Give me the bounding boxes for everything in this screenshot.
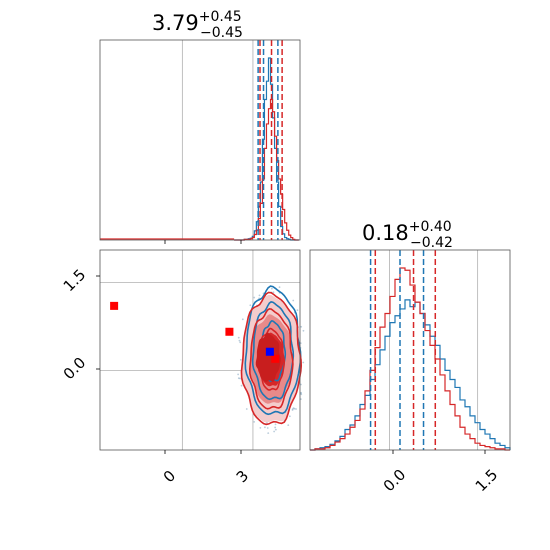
contour-series_a-0 bbox=[244, 285, 302, 416]
scatter-sample-point bbox=[299, 398, 302, 401]
hist2-xticklabel-0: 0.0 bbox=[380, 466, 410, 496]
scatter-sample-point bbox=[274, 423, 277, 426]
param1-title-minus: −0.45 bbox=[200, 25, 243, 41]
scatter-sample-point bbox=[238, 339, 241, 342]
param2-title-minus: −0.42 bbox=[410, 235, 453, 251]
joint-contour-panel bbox=[99, 249, 305, 451]
param1-histogram-frame bbox=[99, 39, 301, 241]
scatter-sample-point bbox=[241, 318, 244, 321]
scatter-sample-point bbox=[253, 421, 256, 423]
joint-contour-frame bbox=[99, 249, 301, 451]
contour-series_b-4 bbox=[248, 307, 294, 410]
scatter-xticklabel-3: 3 bbox=[233, 467, 252, 486]
hist2-series-a bbox=[310, 299, 511, 451]
scatter-sample-point bbox=[239, 358, 242, 361]
scatter-sample-point bbox=[274, 426, 277, 429]
scatter-sample-point bbox=[291, 408, 294, 410]
hist2-xticklabel-1p5: 1.5 bbox=[472, 466, 502, 496]
param2-title: 0.18+0.40 bbox=[362, 219, 452, 245]
scatter-sample-point bbox=[266, 427, 269, 429]
contour-series_a-1 bbox=[251, 301, 295, 401]
scatter-sample-point bbox=[300, 391, 302, 394]
scatter-sample-point bbox=[295, 408, 297, 410]
contour-core bbox=[255, 332, 281, 382]
hist1-series-b bbox=[234, 98, 299, 241]
scatter-sample-point bbox=[264, 426, 266, 429]
scatter-sample-point bbox=[292, 299, 295, 302]
scatter-sample-point bbox=[300, 393, 303, 396]
scatter-sample-point bbox=[237, 336, 240, 339]
scatter-sample-point bbox=[296, 309, 299, 312]
marker-square-1 bbox=[225, 327, 234, 336]
marker-square-3 bbox=[265, 347, 274, 356]
scatter-sample-point bbox=[278, 286, 281, 289]
scatter-sample-point bbox=[272, 291, 275, 294]
scatter-sample-point bbox=[253, 296, 256, 299]
scatter-sample-point bbox=[300, 325, 303, 328]
scatter-xticklabel-0: 0 bbox=[160, 467, 179, 486]
scatter-sample-point bbox=[287, 424, 290, 426]
scatter-yticklabel-1p5: 1.5 bbox=[60, 266, 90, 296]
param2-histogram-frame bbox=[309, 249, 511, 451]
param1-title: 3.79+0.45 bbox=[152, 9, 242, 35]
scatter-sample-point bbox=[302, 329, 305, 332]
scatter-sample-point bbox=[267, 432, 270, 435]
hist1-series-a bbox=[234, 57, 299, 241]
scatter-sample-point bbox=[245, 408, 248, 410]
param1-histogram-panel bbox=[99, 39, 301, 241]
marker-square-2 bbox=[271, 354, 280, 363]
scatter-sample-point bbox=[270, 287, 273, 290]
marker-square-0 bbox=[110, 301, 119, 310]
param2-histogram-panel bbox=[309, 249, 511, 451]
scatter-sample-point bbox=[258, 294, 261, 297]
scatter-yticklabel-0: 0.0 bbox=[60, 354, 90, 384]
contour-series_b-3 bbox=[240, 291, 303, 426]
scatter-sample-point bbox=[237, 377, 240, 380]
scatter-sample-point bbox=[259, 426, 262, 429]
scatter-sample-point bbox=[274, 428, 277, 431]
scatter-sample-point bbox=[273, 430, 276, 433]
scatter-sample-point bbox=[249, 304, 252, 307]
scatter-sample-point bbox=[288, 415, 291, 418]
scatter-sample-point bbox=[237, 373, 240, 376]
hist2-series-b bbox=[310, 267, 510, 451]
scatter-sample-point bbox=[300, 383, 302, 386]
scatter-sample-point bbox=[239, 341, 242, 344]
scatter-sample-point bbox=[240, 384, 243, 387]
scatter-sample-point bbox=[302, 361, 305, 364]
